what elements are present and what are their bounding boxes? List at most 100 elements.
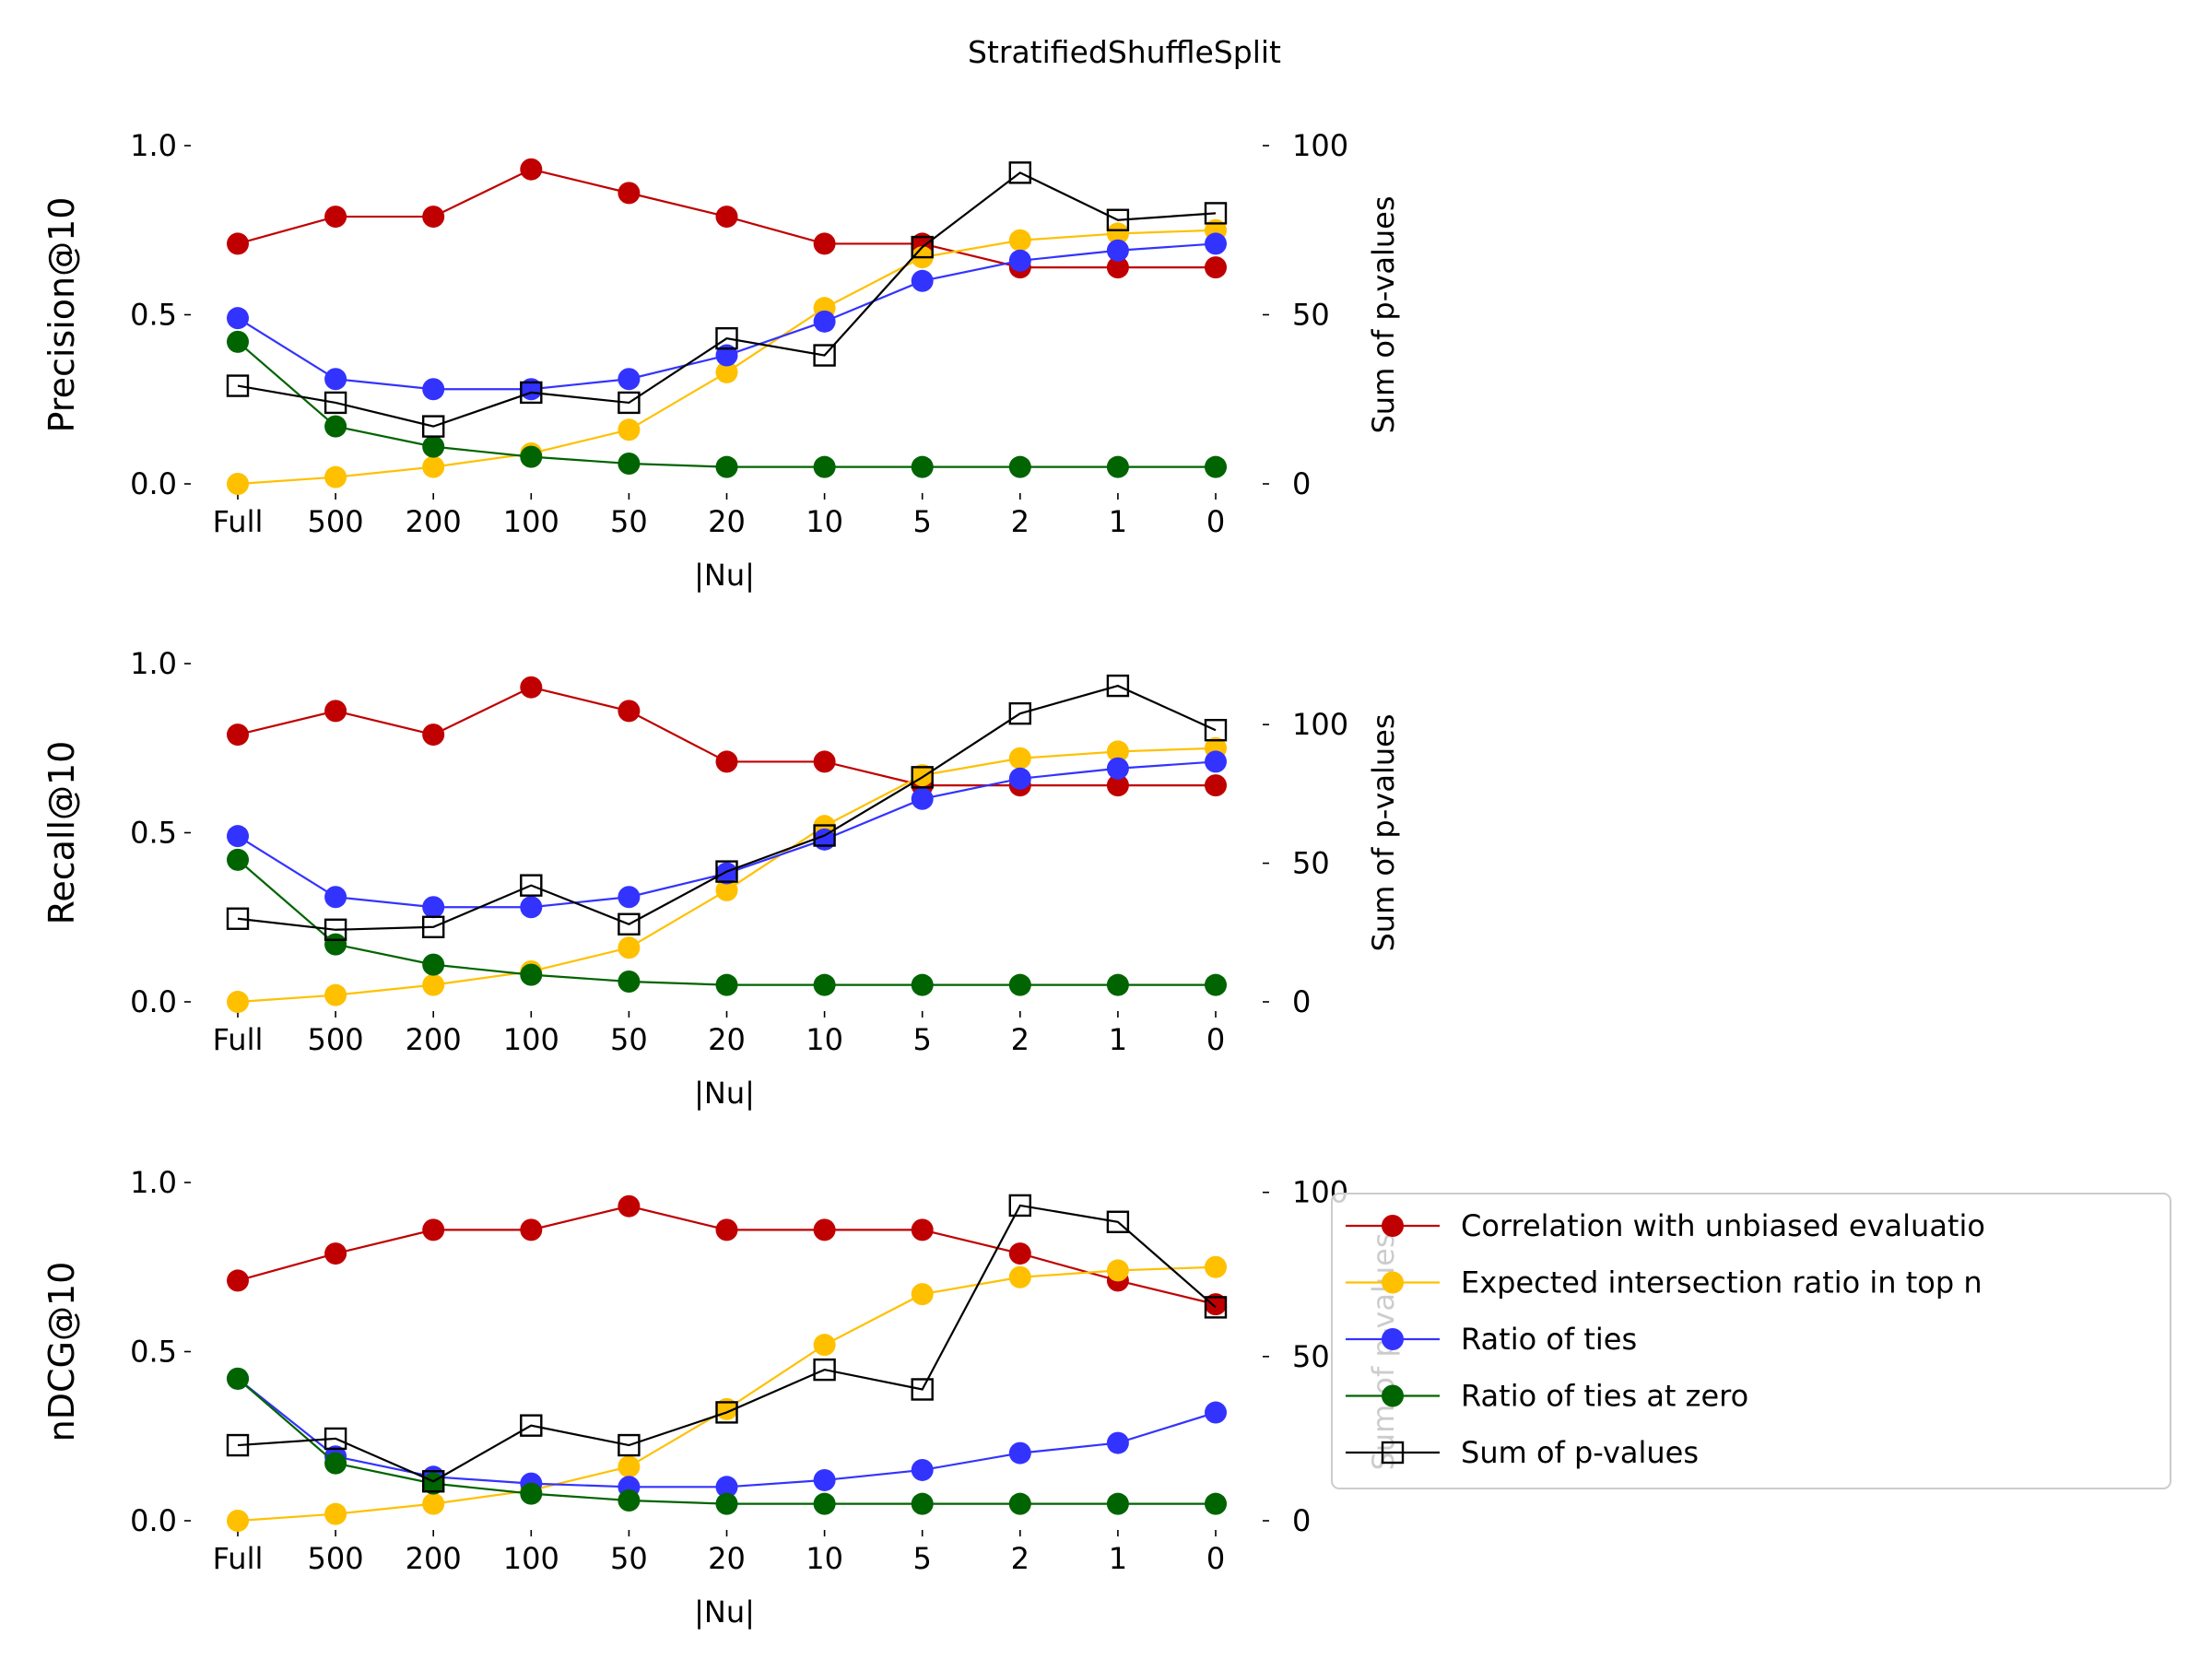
point-ties — [520, 896, 543, 919]
legend-label-correlation: Correlation with unbiased evaluatio — [1461, 1208, 1985, 1243]
y2-tick-label: 0 — [1292, 984, 1311, 1019]
point-ties_zero — [618, 970, 641, 993]
point-ties_zero — [227, 330, 249, 353]
point-ties_zero — [227, 1367, 249, 1390]
series-line-pvalues — [237, 171, 1217, 428]
x-tick-label: 2 — [1011, 1541, 1030, 1576]
point-correlation — [1205, 256, 1227, 279]
point-correlation — [324, 206, 347, 229]
x-tick-label: 500 — [308, 1022, 364, 1057]
point-correlation — [813, 1218, 836, 1241]
x-tick-label: 200 — [406, 504, 462, 539]
point-ties — [324, 368, 347, 391]
point-ties_zero — [1106, 973, 1129, 996]
point-pvalues — [324, 1427, 347, 1451]
point-ties — [1008, 1441, 1031, 1465]
point-ties — [1106, 1431, 1129, 1454]
point-pvalues — [226, 1433, 250, 1457]
point-ties_zero — [618, 1488, 641, 1512]
point-correlation — [520, 676, 543, 699]
y2-tick-label: 100 — [1292, 707, 1348, 742]
series-line-ties — [237, 1377, 1217, 1488]
point-ties_zero — [1008, 1492, 1031, 1515]
legend-marker-pvalues — [1381, 1441, 1405, 1465]
x-tick-label: 0 — [1206, 1541, 1225, 1576]
point-ties — [715, 862, 738, 885]
point-correlation — [520, 158, 543, 181]
y2-tick-label: 0 — [1292, 466, 1311, 501]
x-tick-label: 5 — [913, 504, 932, 539]
y2-tick-label: 50 — [1292, 298, 1330, 333]
y-tick-label: 1.0 — [130, 646, 177, 681]
point-pvalues — [520, 381, 543, 405]
point-correlation — [1205, 1293, 1227, 1316]
point-ties_zero — [324, 933, 347, 956]
y-tick-label: 0.0 — [130, 466, 177, 501]
point-ties_zero — [324, 1452, 347, 1475]
x-tick-label: 100 — [503, 504, 559, 539]
x-tick-label: Full — [213, 1022, 264, 1057]
point-ties_zero — [227, 848, 249, 871]
point-intersection — [1205, 1255, 1227, 1278]
x-tick-label: 20 — [708, 1541, 746, 1576]
point-intersection — [618, 936, 641, 959]
x-tick-label: 1 — [1109, 504, 1127, 539]
point-pvalues — [813, 344, 836, 367]
point-ties_zero — [715, 1492, 738, 1515]
point-ties — [911, 269, 934, 292]
point-ties_zero — [422, 953, 445, 976]
point-ties_zero — [715, 973, 738, 996]
point-pvalues — [1008, 701, 1032, 725]
point-correlation — [520, 1218, 543, 1241]
point-pvalues — [813, 1358, 836, 1382]
point-correlation — [422, 206, 445, 229]
point-intersection — [324, 983, 347, 1006]
point-pvalues — [1106, 208, 1130, 231]
point-ties — [1205, 232, 1227, 255]
point-ties_zero — [1205, 1492, 1227, 1515]
point-pvalues — [226, 374, 250, 397]
point-pvalues — [618, 1433, 641, 1457]
x-tick-label: 10 — [806, 504, 843, 539]
point-pvalues — [911, 235, 934, 259]
point-pvalues — [226, 907, 250, 930]
point-ties — [1008, 249, 1031, 272]
point-pvalues — [1204, 202, 1228, 225]
point-correlation — [1008, 1242, 1031, 1265]
point-ties_zero — [1106, 1492, 1129, 1515]
x-tick-label: 500 — [308, 504, 364, 539]
x-tick-label: 200 — [406, 1022, 462, 1057]
point-ties_zero — [1008, 455, 1031, 478]
x-tick-label: 1 — [1109, 1022, 1127, 1057]
legend-marker-ties — [1382, 1328, 1404, 1350]
y2-axis-label: Sum of p-values — [1366, 713, 1401, 951]
series-line-pvalues — [237, 1204, 1217, 1483]
point-correlation — [422, 724, 445, 747]
x-tick-label: Full — [213, 504, 264, 539]
point-pvalues — [520, 874, 543, 897]
legend-label-intersection: Expected intersection ratio in top n — [1461, 1265, 1983, 1300]
point-correlation — [715, 750, 738, 773]
point-ties_zero — [911, 973, 934, 996]
point-ties — [422, 896, 445, 919]
point-intersection — [324, 465, 347, 488]
point-ties — [324, 886, 347, 909]
point-correlation — [813, 750, 836, 773]
x-tick-label: 20 — [708, 1022, 746, 1057]
point-correlation — [227, 1269, 249, 1292]
point-intersection — [1106, 1259, 1129, 1282]
x-tick-label: 50 — [610, 1022, 648, 1057]
x-tick-label: 500 — [308, 1541, 364, 1576]
point-correlation — [324, 1242, 347, 1265]
point-intersection — [1008, 229, 1031, 252]
y-axis-label: Precision@10 — [41, 197, 82, 433]
y2-axis-label: Sum of p-values — [1366, 195, 1401, 433]
point-intersection — [1106, 740, 1129, 763]
point-pvalues — [813, 824, 836, 847]
point-ties_zero — [1205, 455, 1227, 478]
point-ties — [911, 1458, 934, 1481]
y-axis-label: nDCG@10 — [41, 1262, 82, 1442]
point-intersection — [618, 1455, 641, 1478]
point-correlation — [1106, 774, 1129, 797]
